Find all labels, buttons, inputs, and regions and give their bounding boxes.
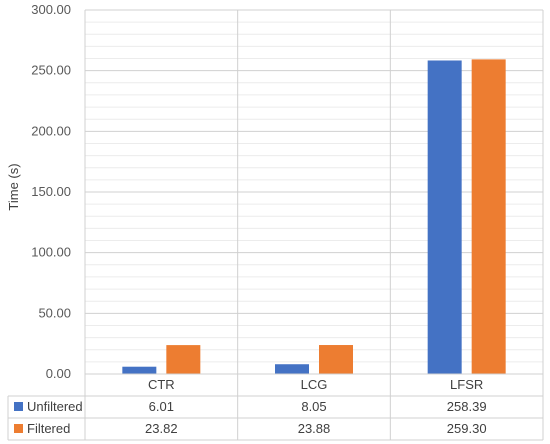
table-cell: 8.05 xyxy=(301,399,326,414)
category-dividers xyxy=(84,10,544,440)
y-tick-label: 150.00 xyxy=(31,184,71,199)
bar-unfiltered-ctr xyxy=(122,366,157,374)
bar-filtered-lcg xyxy=(319,345,353,374)
bar-unfiltered-lfsr xyxy=(427,60,462,374)
legend-key-filtered xyxy=(14,424,23,433)
category-label: LFSR xyxy=(450,377,483,392)
bar-unfiltered-lcg xyxy=(275,364,309,374)
table-cell: 258.39 xyxy=(447,399,487,414)
bars xyxy=(122,59,506,375)
y-tick-label: 0.00 xyxy=(46,366,71,381)
table-cell: 23.82 xyxy=(145,421,178,436)
y-tick-label: 250.00 xyxy=(31,63,71,78)
table-cell: 259.30 xyxy=(447,421,487,436)
table-cell: 6.01 xyxy=(149,399,174,414)
y-tick-label: 300.00 xyxy=(31,2,71,17)
category-label: CTR xyxy=(148,377,175,392)
bar-filtered-lfsr xyxy=(471,59,506,375)
y-tick-label: 200.00 xyxy=(31,123,71,138)
bar-filtered-ctr xyxy=(166,345,201,374)
legend-label: Filtered xyxy=(27,421,70,436)
table-cell: 23.88 xyxy=(298,421,331,436)
legend-label: Unfiltered xyxy=(27,399,83,414)
y-tick-label: 50.00 xyxy=(38,305,71,320)
y-axis-ticks: 0.00 50.00 100.00 150.00 200.00 250.00 300.00 xyxy=(31,2,71,381)
y-axis-label: Time (s) xyxy=(6,163,21,210)
minor-gridlines xyxy=(85,21,543,363)
legend-key-unfiltered xyxy=(14,402,23,411)
category-label: LCG xyxy=(301,377,328,392)
y-tick-label: 100.00 xyxy=(31,245,71,260)
data-table: CTR LCG LFSR Unfiltered 6.01 8.05 258.39 Filter… xyxy=(7,373,543,441)
